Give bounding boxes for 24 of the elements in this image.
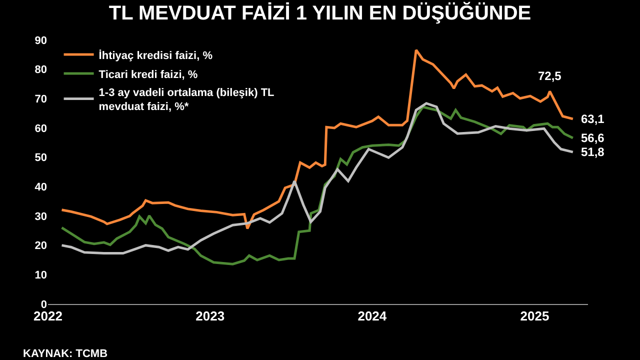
x-tick-label: 2023 — [196, 308, 225, 324]
line-series — [60, 48, 574, 230]
legend-label: Ticari kredi faizi, % — [98, 68, 198, 81]
annotation: 51,8 — [581, 145, 605, 159]
legend-label: 1-3 ay vadeli ortalama (bileşik) TL mevduat faizi, %* — [98, 86, 275, 114]
y-tick-label: 80 — [34, 64, 47, 76]
annotation: 72,5 — [538, 69, 562, 83]
y-tick-label: 30 — [34, 210, 47, 223]
y-tick-label: 40 — [34, 182, 47, 194]
text: KAYNAK: TCMB — [23, 348, 108, 360]
y-tick-label: 10 — [34, 270, 47, 282]
x-tick-label: 2025 — [520, 308, 550, 324]
y-tick-label: 20 — [34, 240, 47, 252]
x-tick-label: 2024 — [358, 308, 388, 324]
annotation: 56,6 — [581, 131, 605, 145]
chart-title: TL MEVDUAT FAİZİ 1 YILIN EN DÜŞÜĞÜNDE — [108, 1, 532, 24]
y-tick-label: 50 — [34, 152, 47, 164]
y-tick-label: 70 — [34, 94, 47, 106]
legend-label: İhtiyaç kredisi faizi, % — [98, 48, 213, 62]
y-tick-label: 0 — [40, 298, 47, 311]
y-tick-label: 60 — [34, 122, 47, 135]
annotation: 63,1 — [581, 112, 605, 126]
x-tick-label: 2022 — [34, 308, 62, 324]
y-tick-label: 90 — [34, 34, 47, 47]
